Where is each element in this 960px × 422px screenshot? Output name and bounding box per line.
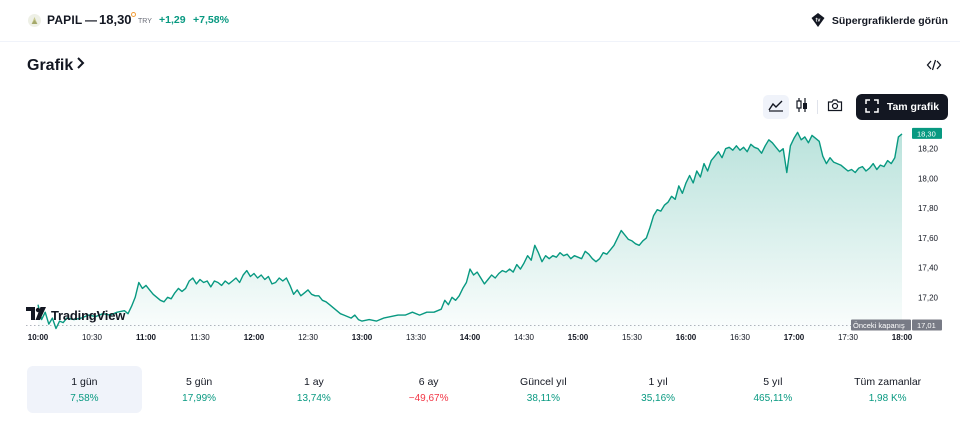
period-change-value: 13,74%	[296, 392, 331, 404]
period-tab-4[interactable]: Güncel yıl 38,11%	[486, 366, 601, 413]
period-tab-1[interactable]: 5 gün 17,99%	[142, 366, 257, 413]
period-tab-0[interactable]: 1 gün 7,58%	[27, 366, 142, 413]
snapshot-button[interactable]	[822, 95, 848, 119]
period-label: 6 ay	[418, 375, 439, 388]
code-icon	[926, 59, 942, 76]
y-tick-label: 17,60	[918, 234, 939, 243]
currency-label: TRY	[138, 18, 152, 25]
x-tick-label: 11:00	[136, 333, 157, 342]
area-chart-button[interactable]	[763, 95, 789, 119]
fullscreen-icon	[865, 98, 879, 116]
y-tick-label: 17,20	[918, 293, 939, 302]
previous-close-value: 17,01	[917, 321, 936, 330]
x-tick-label: 12:30	[298, 333, 319, 342]
supercharts-label: Süpergrafiklerde görün	[831, 15, 948, 27]
symbol-separator: —	[85, 13, 97, 27]
period-label: 1 gün	[71, 375, 98, 388]
period-change-value: 38,11%	[526, 392, 560, 404]
symbol-name: PAPIL	[47, 13, 83, 27]
symbol-logo-icon	[28, 14, 41, 27]
y-tick-label: 17,40	[918, 264, 939, 273]
period-label: Tüm zamanlar	[854, 375, 922, 388]
period-tab-2[interactable]: 1 ay 13,74%	[257, 366, 372, 413]
period-tab-6[interactable]: 5 yıl 465,11%	[716, 366, 831, 413]
price-line	[37, 131, 903, 330]
period-tab-5[interactable]: 1 yıl 35,16%	[601, 366, 716, 413]
x-tick-label: 11:30	[190, 333, 210, 342]
last-price-tag: 18,30	[912, 127, 942, 139]
period-label: 5 gün	[185, 375, 213, 388]
x-tick-label: 16:00	[676, 333, 697, 342]
period-change-value: 35,16%	[641, 392, 676, 404]
symbol-header: PAPIL — 18,30 TRY +1,29 +7,58% tv Süperg…	[0, 0, 960, 42]
price-change: +1,29	[159, 14, 186, 26]
tradingview-watermark: TradingView	[26, 307, 125, 323]
x-tick-label: 14:00	[460, 333, 481, 342]
x-tick-label: 10:30	[82, 333, 103, 342]
price-area-fill	[38, 132, 902, 330]
area-chart-icon	[768, 98, 784, 117]
performance-periods: 1 gün 7,58% 5 gün 17,99% 1 ay 13,74% 6 ay −49,6…	[27, 366, 945, 413]
period-tab-7[interactable]: Tüm zamanlar 1,98 K%	[830, 366, 945, 413]
candlestick-icon	[795, 97, 809, 118]
y-tick-label: 18,00	[918, 174, 939, 183]
y-tick-label: 18,20	[918, 145, 939, 154]
section-title: Grafik	[27, 56, 74, 74]
tradingview-logo-icon	[26, 307, 48, 323]
open-supercharts-button[interactable]: tv Süpergrafiklerde görün	[810, 12, 948, 30]
svg-text:tv: tv	[815, 17, 821, 23]
x-tick-label: 17:00	[784, 333, 805, 342]
supercharts-badge-icon: tv	[810, 12, 826, 31]
tradingview-wordmark: TradingView	[51, 307, 126, 323]
full-chart-label: Tam grafik	[886, 101, 940, 113]
period-label: 1 yıl	[648, 375, 668, 388]
toolbar-divider	[817, 100, 818, 114]
camera-icon	[827, 98, 843, 117]
period-change-value: 17,99%	[182, 392, 217, 404]
period-change-value: 7,58%	[70, 392, 99, 404]
candlestick-button[interactable]	[789, 95, 815, 119]
period-change-value: 1,98 K%	[868, 392, 907, 404]
period-label: Güncel yıl	[520, 375, 567, 388]
y-tick-label: 17,80	[918, 204, 939, 213]
last-price-tag-label: 18,30	[917, 129, 936, 138]
market-status-icon	[131, 12, 136, 17]
period-label: 5 yıl	[763, 375, 783, 388]
period-label: 1 ay	[303, 375, 324, 388]
x-tick-label: 15:00	[568, 333, 589, 342]
x-tick-label: 13:00	[352, 333, 373, 342]
previous-close-tag: Önceki kapanış 17,01	[851, 319, 942, 331]
x-tick-label: 13:30	[406, 333, 427, 342]
period-tab-3[interactable]: 6 ay −49,67%	[371, 366, 486, 413]
x-tick-label: 14:30	[514, 333, 535, 342]
x-tick-label: 16:30	[730, 333, 751, 342]
x-tick-label: 15:30	[622, 333, 643, 342]
chart-section-title-link[interactable]: Grafik	[27, 56, 87, 75]
price-change-percent: +7,58%	[193, 14, 229, 26]
full-chart-button[interactable]: Tam grafik	[856, 94, 948, 120]
x-tick-label: 17:30	[838, 333, 859, 342]
period-change-value: 465,11%	[753, 392, 793, 404]
price-chart[interactable]: 17,20 17,40 17,60 17,80 18,00 18,20 10:00 10:3…	[0, 120, 960, 355]
embed-code-button[interactable]	[926, 58, 942, 72]
chevron-right-icon	[75, 56, 87, 75]
last-price: 18,30	[99, 12, 132, 27]
x-tick-label: 12:00	[244, 333, 265, 342]
previous-close-label: Önceki kapanış	[853, 321, 905, 330]
x-tick-label: 18:00	[892, 333, 913, 342]
period-change-value: −49,67%	[408, 392, 449, 404]
x-tick-label: 10:00	[28, 333, 49, 342]
